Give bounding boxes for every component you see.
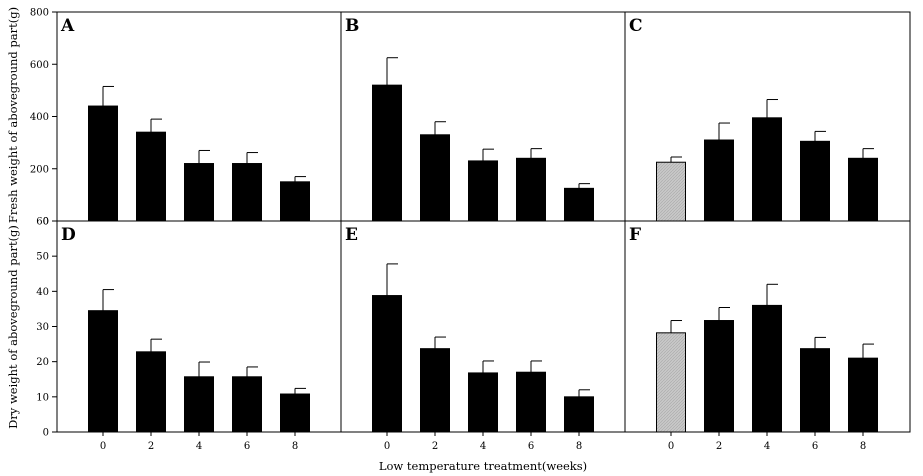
bar	[88, 310, 118, 433]
xtick-label: 0	[384, 441, 390, 452]
ytick-label: 800	[30, 8, 49, 19]
bar	[752, 304, 782, 433]
bar	[372, 84, 402, 222]
panel-b: B	[340, 11, 626, 222]
bar	[136, 131, 166, 222]
xtick-label: 6	[812, 441, 818, 452]
xtick-label: 6	[244, 441, 250, 452]
bar	[420, 134, 450, 222]
bar	[800, 348, 830, 433]
panel-a: A 0 200 400 600 800	[30, 8, 342, 228]
xtick-label: 8	[576, 441, 582, 452]
bar	[468, 372, 498, 433]
bar	[184, 376, 214, 433]
xtick-label: 8	[860, 441, 866, 452]
ytick-label: 400	[30, 112, 49, 123]
xtick-label: 6	[528, 441, 534, 452]
bar	[704, 320, 734, 433]
bar	[564, 396, 594, 433]
ytick-label: 50	[36, 252, 49, 263]
panel-c-letter: C	[629, 16, 643, 36]
shared-xlabel: Low temperature treatment(weeks)	[379, 459, 587, 473]
bar	[656, 332, 686, 433]
ytick-label: 600	[30, 60, 49, 71]
panel-e: E 0 2 4 6 8	[340, 220, 626, 452]
bar	[136, 351, 166, 433]
bar	[564, 187, 594, 222]
bar	[372, 295, 402, 433]
ytick-label: 10	[36, 392, 49, 403]
panel-b-letter: B	[345, 16, 359, 36]
bar	[656, 161, 686, 222]
panel-c: C	[624, 11, 911, 222]
shared-ylabel-bottom: Dry weight of aboveground part(g)	[6, 225, 20, 429]
bar	[280, 393, 310, 433]
xtick-label: 4	[764, 441, 770, 452]
ytick-label: 200	[30, 164, 49, 175]
bar	[232, 163, 262, 222]
bar	[420, 348, 450, 433]
bar	[184, 163, 214, 222]
ytick-label: 0	[43, 217, 49, 228]
xtick-label: 0	[100, 441, 106, 452]
bar	[468, 160, 498, 222]
bar	[88, 105, 118, 222]
panel-a-letter: A	[60, 16, 75, 36]
bar	[704, 139, 734, 222]
ytick-label: 40	[36, 287, 49, 298]
bar	[848, 157, 878, 222]
ytick-label: 20	[36, 357, 49, 368]
xtick-label: 2	[432, 441, 438, 452]
panel-e-letter: E	[345, 225, 358, 245]
xtick-label: 4	[196, 441, 202, 452]
xtick-label: 2	[716, 441, 722, 452]
xtick-label: 4	[480, 441, 486, 452]
bar	[752, 117, 782, 222]
ytick-label: 0	[43, 428, 49, 439]
ytick-label: 60	[36, 217, 49, 228]
bar	[280, 181, 310, 222]
panel-d-letter: D	[61, 225, 76, 245]
bar	[848, 357, 878, 433]
xtick-label: 2	[148, 441, 154, 452]
bar	[232, 376, 262, 433]
xtick-label: 0	[668, 441, 674, 452]
xtick-label: 8	[292, 441, 298, 452]
bar	[800, 140, 830, 222]
panel-f: F 0 2 4 6 8	[624, 220, 911, 452]
bar	[516, 157, 546, 222]
shared-ylabel-top: Fresh weight of aboveground part(g)	[6, 7, 20, 223]
bar	[516, 371, 546, 433]
ytick-label: 30	[36, 322, 49, 333]
panel-f-letter: F	[629, 225, 641, 245]
